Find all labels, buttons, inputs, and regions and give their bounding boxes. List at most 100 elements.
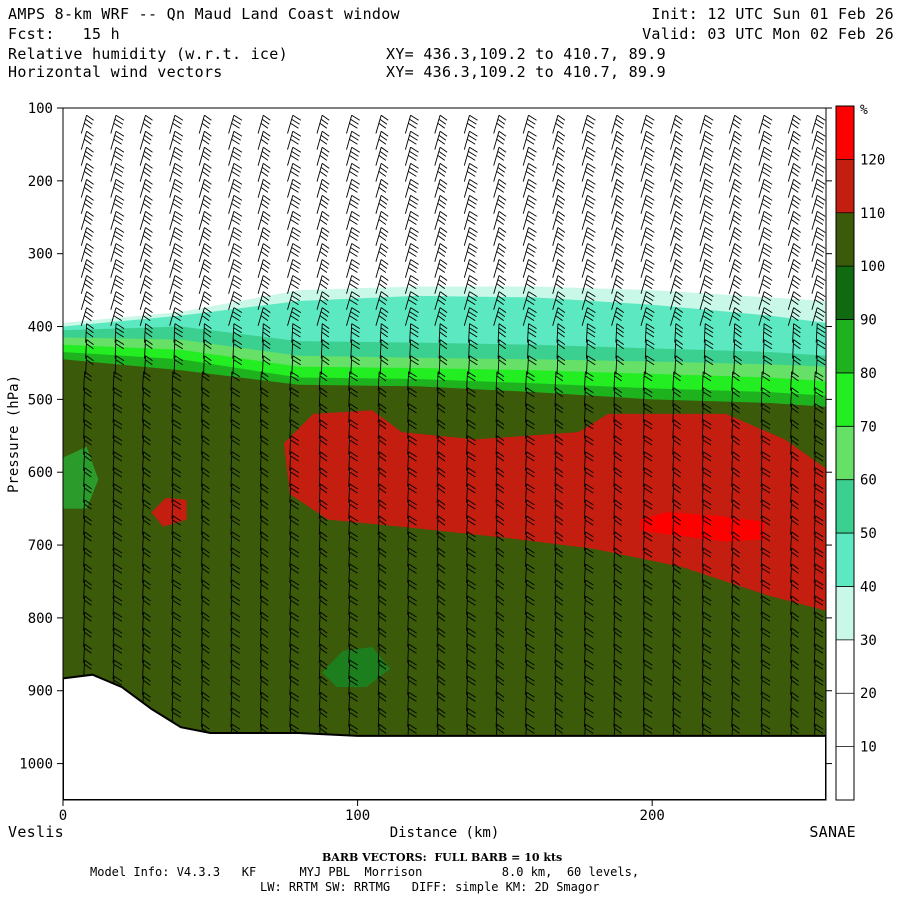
wind-barb [259, 595, 269, 616]
colorbar-label: 10 [860, 740, 877, 756]
wind-barb [463, 291, 478, 310]
wind-barb [463, 275, 478, 294]
wind-barb [811, 114, 826, 134]
wind-barb [289, 675, 300, 696]
wind-barb [404, 259, 419, 278]
wind-barb [377, 563, 387, 584]
wind-barb [554, 563, 564, 584]
wind-barb [762, 339, 773, 359]
wind-barb [230, 547, 241, 567]
wind-barb [198, 163, 212, 182]
wind-barb [760, 547, 771, 567]
wind-barb [585, 323, 596, 343]
wind-barb [287, 130, 302, 150]
wind-barb [463, 163, 478, 182]
wind-barb [790, 627, 799, 648]
wind-barb [230, 691, 241, 712]
wind-barb [139, 275, 153, 294]
wind-barb [142, 403, 151, 423]
wind-barb [436, 467, 446, 487]
wind-barb [581, 211, 596, 230]
wind-barb [257, 179, 271, 198]
wind-barb [583, 707, 594, 728]
wind-barb [642, 499, 653, 519]
wind-barb [377, 707, 387, 728]
wind-barb [493, 243, 507, 262]
wind-barb [466, 403, 476, 423]
wind-barb [407, 579, 417, 600]
wind-barb [642, 467, 653, 487]
wind-barb [110, 211, 125, 230]
wind-barb [790, 451, 799, 471]
wind-barb [348, 707, 358, 728]
wind-barb [169, 243, 184, 262]
wind-barb [407, 595, 417, 616]
wind-barb [407, 691, 417, 712]
wind-barb [701, 531, 712, 551]
wind-barb [259, 659, 269, 680]
wind-barb [375, 195, 389, 214]
wind-barb [434, 146, 448, 166]
wind-barb [495, 531, 505, 551]
wind-barb [375, 163, 389, 182]
wind-barb [83, 387, 92, 407]
wind-barb [554, 627, 564, 648]
wind-barb [375, 243, 389, 262]
colorbar-frame [835, 105, 855, 801]
wind-barb [790, 387, 799, 407]
wind-barb [670, 130, 684, 150]
wind-barb [436, 371, 446, 391]
wind-barb [640, 291, 655, 310]
wind-barb [142, 515, 151, 535]
wind-barb [640, 243, 655, 262]
wind-barb [790, 371, 799, 391]
wind-barb [583, 563, 594, 584]
wind-barb [85, 339, 94, 359]
wind-barb [728, 179, 742, 198]
wind-barb [813, 595, 824, 616]
cross-section-xy-2: XY= 436.3,109.2 to 410.7, 89.9 [386, 63, 666, 81]
wind-barb [83, 467, 92, 487]
wind-barb [495, 611, 505, 632]
wind-barb [525, 435, 535, 455]
wind-barb [259, 675, 269, 696]
wind-barb [112, 611, 123, 632]
wind-barb [790, 563, 799, 584]
wind-barb [346, 259, 360, 278]
wind-barb [316, 146, 330, 166]
colorbar-label: 70 [860, 419, 877, 435]
wind-barb [813, 643, 824, 664]
wind-barb [142, 675, 151, 696]
wind-barb [230, 387, 241, 407]
wind-barb [699, 211, 714, 230]
wind-barb [642, 707, 653, 728]
wind-barb [171, 467, 182, 487]
wind-barb [495, 515, 505, 535]
wind-barb [114, 339, 125, 359]
wind-barb [463, 195, 478, 214]
wind-barb [318, 691, 328, 712]
wind-barb [811, 243, 826, 262]
wind-barb [228, 146, 243, 166]
wind-barb [495, 451, 505, 471]
wind-barb [583, 419, 594, 439]
wind-barb [230, 499, 241, 519]
wind-barb [701, 387, 712, 407]
wind-barb [583, 579, 594, 600]
wind-barb [728, 211, 742, 230]
wind-barb [672, 547, 682, 567]
wind-barb [758, 259, 773, 278]
wind-barb [790, 707, 799, 728]
wind-barb [495, 691, 505, 712]
wind-barb [728, 130, 742, 150]
wind-barb [377, 387, 387, 407]
wind-barb [80, 227, 94, 246]
wind-barb [525, 707, 535, 728]
wind-barb [257, 227, 271, 246]
wind-barb [760, 611, 771, 632]
wind-barb [554, 675, 564, 696]
wind-barb [525, 691, 535, 712]
wind-barb [728, 146, 742, 166]
wind-barb [790, 499, 799, 519]
wind-barb [259, 611, 269, 632]
